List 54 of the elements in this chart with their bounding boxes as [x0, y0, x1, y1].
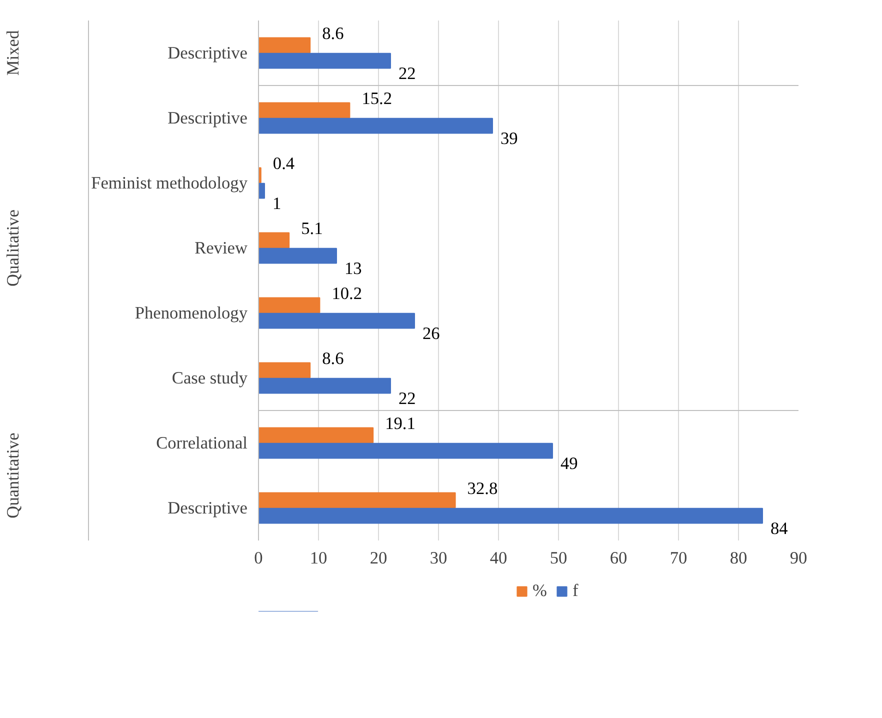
data-label: 10.2: [332, 284, 362, 304]
data-label: 49: [560, 454, 578, 473]
data-label: 26: [422, 324, 440, 343]
x-tick-label: 50: [550, 548, 568, 568]
y-tick-label: Phenomenology: [134, 304, 248, 322]
text: Qualitative: [4, 209, 22, 286]
x-tick-label: 70: [670, 548, 688, 568]
legend-label: f: [572, 581, 580, 601]
bar: [258, 232, 290, 248]
data-label: 19.1: [385, 414, 416, 434]
x-tick-label: 30: [430, 548, 448, 568]
bar: [258, 378, 391, 394]
y-tick-label: Descriptive: [168, 44, 248, 62]
data-label: 8.6: [322, 349, 344, 368]
y-tick-label: Descriptive: [168, 108, 248, 128]
y-tick-label: Feminist methodology: [91, 174, 248, 192]
x-tick-label: 20: [370, 548, 388, 568]
bar: [258, 508, 763, 524]
data-label: 32.8: [467, 479, 498, 498]
bar: [258, 102, 350, 118]
x-tick-label: 0: [254, 548, 263, 568]
data-label: 15.2: [362, 89, 392, 108]
bar: [258, 37, 311, 54]
data-label: 13: [344, 258, 362, 278]
x-tick-label: 90: [790, 548, 808, 568]
x-tick-label: 10: [310, 548, 328, 568]
y-tick-label: Correlational: [156, 434, 248, 452]
data-label: 84: [770, 518, 788, 538]
data-label: 22: [398, 64, 416, 83]
bar: [258, 182, 265, 199]
y-tick-label: Descriptive: [168, 498, 248, 518]
x-tick-label: 80: [730, 548, 748, 568]
bar: [258, 248, 337, 264]
data-label: 5.1: [301, 219, 323, 238]
legend-label: %: [532, 581, 548, 601]
data-label: 39: [500, 128, 518, 148]
data-label: 0.4: [272, 154, 295, 174]
y-tick-label: Case study: [172, 368, 248, 388]
bar: [258, 297, 320, 314]
bar: [258, 362, 311, 378]
bar: [258, 427, 374, 444]
data-label: 8.6: [322, 24, 344, 44]
bar: [258, 492, 456, 508]
x-tick-label: 40: [490, 548, 508, 568]
text: Quantitative: [4, 432, 22, 518]
bar: [258, 312, 415, 329]
bar: [258, 442, 553, 459]
x-tick-label: 60: [610, 548, 628, 568]
data-label: 22: [398, 388, 416, 408]
data-label: 1: [272, 194, 282, 213]
bar: [258, 52, 391, 69]
y-tick-label: Review: [194, 238, 248, 258]
bar: [258, 118, 493, 134]
text: Mixed: [4, 30, 22, 76]
